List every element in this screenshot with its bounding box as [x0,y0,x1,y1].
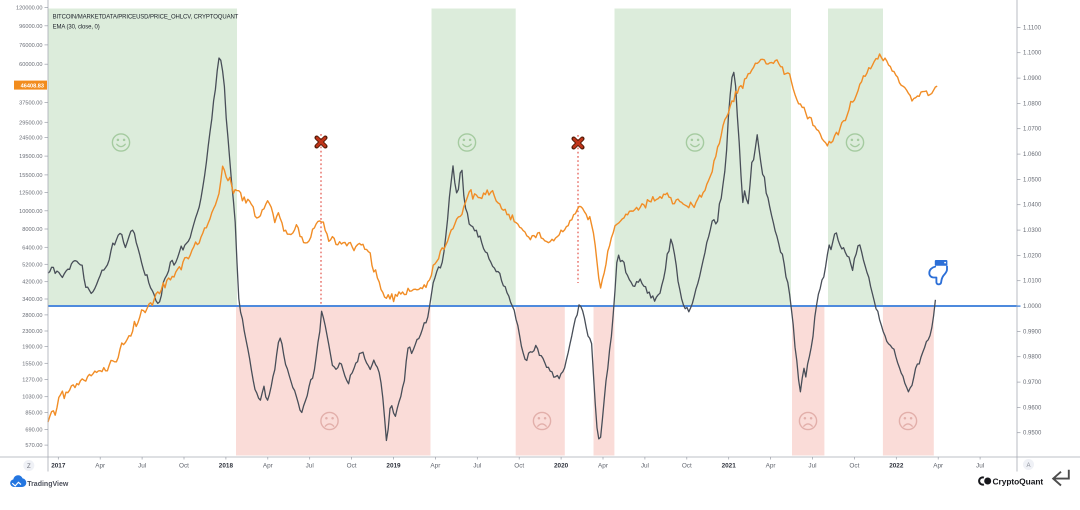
svg-text:120000.00: 120000.00 [16,6,42,12]
svg-text:Jul: Jul [306,463,314,470]
svg-text:Oct: Oct [849,463,859,470]
svg-text:1.0400: 1.0400 [1023,203,1042,209]
svg-text:TradingView: TradingView [27,481,69,488]
svg-text:Jul: Jul [976,463,984,470]
svg-text:2018: 2018 [219,463,234,470]
svg-text:1270.00: 1270.00 [22,378,42,384]
svg-text:46408.83: 46408.83 [21,84,44,90]
svg-text:0.9800: 0.9800 [1023,355,1042,361]
svg-text:76000.00: 76000.00 [19,43,42,49]
svg-text:CryptoQuant: CryptoQuant [993,476,1044,486]
svg-text:1900.00: 1900.00 [22,345,42,351]
svg-text:Oct: Oct [682,463,692,470]
svg-text:2022: 2022 [889,463,904,470]
svg-text:1.0000: 1.0000 [1023,304,1042,310]
svg-text:1.0600: 1.0600 [1023,152,1042,158]
svg-text:690.00: 690.00 [25,428,42,434]
svg-text:1.0300: 1.0300 [1023,228,1042,234]
svg-text:0.9700: 0.9700 [1023,380,1042,386]
svg-text:Apr: Apr [95,463,106,470]
svg-text:850.00: 850.00 [25,410,42,416]
svg-text:1.0900: 1.0900 [1023,76,1042,82]
svg-text:Oct: Oct [347,463,357,470]
svg-text:1.0500: 1.0500 [1023,177,1042,183]
svg-text:A: A [1026,463,1030,469]
svg-text:Jul: Jul [473,463,481,470]
svg-text:0.9900: 0.9900 [1023,329,1042,335]
svg-text:1030.00: 1030.00 [22,395,42,401]
svg-text:19500.00: 19500.00 [19,154,42,160]
svg-text:10000.00: 10000.00 [19,209,42,215]
svg-text:8000.00: 8000.00 [22,227,42,233]
svg-text:Apr: Apr [430,463,441,470]
svg-text:0.9600: 0.9600 [1023,405,1042,411]
svg-text:15500.00: 15500.00 [19,173,42,179]
svg-text:Jul: Jul [138,463,146,470]
svg-text:24500.00: 24500.00 [19,136,42,142]
svg-text:Z: Z [27,464,31,470]
svg-text:Oct: Oct [179,463,189,470]
svg-text:Oct: Oct [514,463,524,470]
svg-text:Apr: Apr [263,463,274,470]
svg-text:5200.00: 5200.00 [22,262,42,268]
svg-text:1.0800: 1.0800 [1023,101,1042,107]
svg-text:37500.00: 37500.00 [19,101,42,107]
svg-text:2020: 2020 [554,463,569,470]
svg-text:1.1000: 1.1000 [1023,51,1042,57]
svg-text:1.0700: 1.0700 [1023,127,1042,133]
svg-text:Apr: Apr [766,463,777,470]
svg-text:2021: 2021 [722,463,737,470]
svg-text:EMA (30, close, 0): EMA (30, close, 0) [53,25,100,31]
svg-text:12500.00: 12500.00 [19,191,42,197]
svg-text:1.0200: 1.0200 [1023,253,1042,259]
svg-text:4200.00: 4200.00 [22,280,42,286]
svg-text:29500.00: 29500.00 [19,120,42,126]
svg-text:3400.00: 3400.00 [22,297,42,303]
svg-text:2019: 2019 [386,463,401,470]
svg-text:1.0100: 1.0100 [1023,279,1042,285]
svg-text:2800.00: 2800.00 [22,313,42,319]
svg-text:BITCOIN/MARKETDATA/PRICEUSD/PR: BITCOIN/MARKETDATA/PRICEUSD/PRICE_OHLCV,… [53,15,239,21]
svg-text:Jul: Jul [808,463,816,470]
svg-text:60000.00: 60000.00 [19,62,42,68]
svg-text:Apr: Apr [598,463,609,470]
svg-text:96000.00: 96000.00 [19,24,42,30]
svg-text:1.1100: 1.1100 [1023,25,1042,31]
svg-text:570.00: 570.00 [25,443,42,449]
svg-text:1550.00: 1550.00 [22,361,42,367]
svg-text:2300.00: 2300.00 [22,329,42,335]
svg-text:Jul: Jul [641,463,649,470]
svg-text:Apr: Apr [933,463,944,470]
svg-text:2017: 2017 [51,463,66,470]
svg-text:0.9500: 0.9500 [1023,431,1042,437]
svg-text:6400.00: 6400.00 [22,245,42,251]
